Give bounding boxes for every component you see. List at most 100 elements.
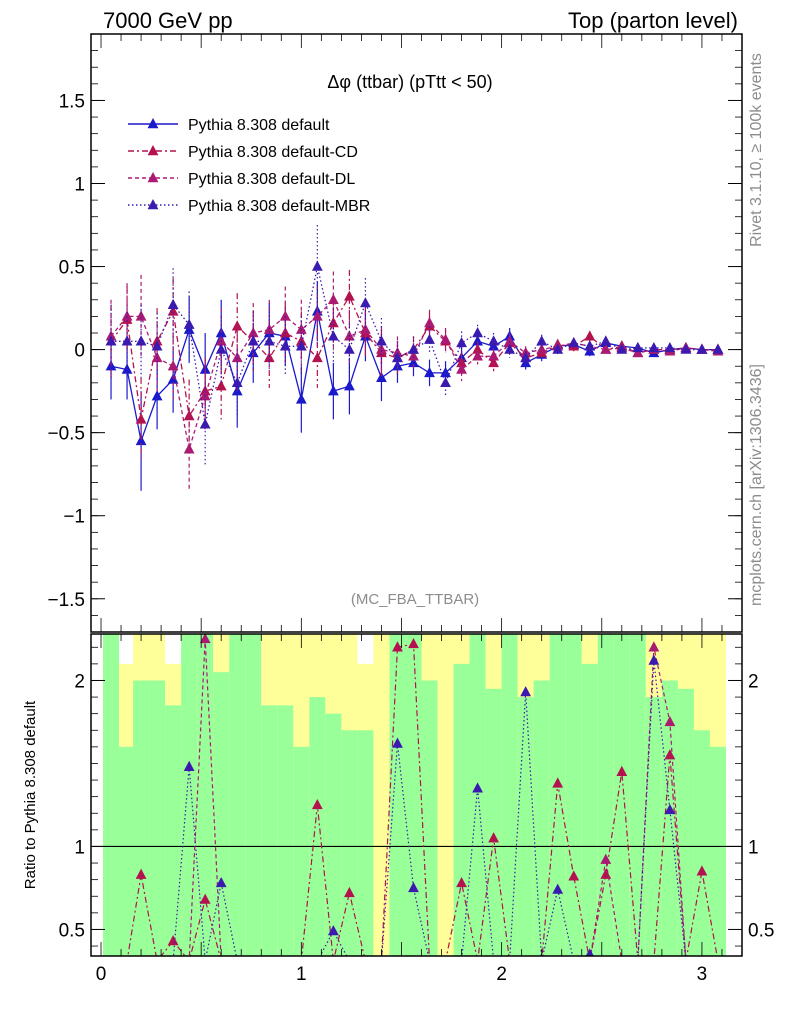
ratio-panel: 0.5 0.5 1 1 2 2 0 1 2 3 Ratio to Pythia 8.308 def… — [22, 633, 774, 985]
data-point — [664, 341, 676, 353]
data-point — [215, 380, 227, 391]
ratio-point — [552, 883, 564, 894]
ratio-point — [343, 886, 355, 898]
data-point — [392, 351, 403, 363]
data-point — [552, 343, 564, 354]
data-point — [488, 350, 500, 361]
data-point — [680, 343, 692, 354]
data-point — [105, 335, 117, 346]
ratio-point — [616, 765, 628, 776]
data-point — [183, 318, 195, 329]
ratio-band-green — [119, 746, 136, 956]
ratio-point — [488, 832, 500, 843]
data-point — [440, 333, 451, 344]
legend-swatch-marker — [147, 199, 159, 210]
data-point — [600, 335, 612, 346]
y-tick-label: −1 — [63, 507, 85, 528]
header-right: Top (parton level) — [568, 8, 738, 33]
ratio-y-tick-label-right: 2 — [748, 671, 759, 692]
data-point — [167, 298, 179, 309]
data-point — [472, 327, 483, 338]
data-point — [327, 330, 339, 341]
data-point — [520, 351, 532, 363]
data-point — [456, 363, 467, 374]
data-point — [616, 343, 628, 354]
data-point — [440, 376, 451, 388]
data-point — [472, 350, 483, 361]
ratio-point — [585, 948, 594, 956]
ratio-point — [648, 641, 660, 652]
y-tick-label: 1.5 — [59, 91, 85, 112]
y-tick-label: −0.5 — [47, 424, 85, 445]
ratio-point — [600, 853, 612, 864]
data-point — [456, 336, 467, 348]
ratio-y-tick-label-right: 1 — [748, 837, 759, 858]
data-point — [151, 390, 163, 401]
data-point — [536, 343, 548, 354]
data-point — [600, 343, 612, 354]
legend-item: Pythia 8.308 default-DL — [128, 171, 355, 188]
ratio-band-green — [165, 705, 182, 956]
ratio-point — [456, 876, 467, 888]
ratio-point — [167, 935, 179, 946]
ratio-point — [183, 760, 195, 771]
ratio-band-green — [501, 634, 518, 956]
ratio-band-green — [661, 680, 678, 956]
ratio-band-green — [693, 730, 710, 956]
data-point — [295, 340, 307, 351]
y-tick-label: 1 — [74, 175, 85, 196]
legend: Pythia 8.308 default Pythia 8.308 default… — [128, 117, 370, 215]
data-point — [488, 335, 500, 346]
y-tick-label: 0 — [74, 341, 85, 362]
data-point — [311, 351, 323, 363]
data-point — [135, 310, 147, 321]
data-point — [408, 343, 419, 354]
ratio-point — [664, 803, 676, 815]
data-point — [215, 343, 227, 354]
series-3 — [105, 225, 724, 466]
ratio-band-yellow — [437, 634, 454, 956]
series-0 — [105, 281, 724, 491]
series-line — [111, 266, 718, 425]
ratio-series-2 — [172, 654, 686, 956]
data-point — [584, 340, 596, 351]
data-point — [360, 297, 371, 308]
data-point — [696, 343, 708, 354]
data-point — [712, 343, 724, 354]
ratio-point — [311, 798, 323, 810]
ratio-band-green — [421, 680, 438, 956]
legend-label: Pythia 8.308 default-DL — [188, 171, 355, 188]
ratio-frame — [90, 633, 743, 957]
ratio-band-green — [677, 688, 694, 956]
data-point — [247, 335, 259, 346]
ratio-band-green — [277, 705, 294, 956]
legend-label: Pythia 8.308 default-MBR — [188, 198, 370, 215]
data-point — [343, 343, 355, 354]
data-point — [632, 341, 644, 353]
main-panel: −1.5 −1 −0.5 0 0.5 1 1.5 Δφ (ttbar) (pTtt < 50… — [47, 33, 743, 633]
ratio-band-green — [325, 713, 342, 956]
legend-item: Pythia 8.308 default-MBR — [128, 198, 370, 215]
data-point — [376, 343, 387, 354]
data-point — [424, 366, 435, 378]
data-point — [424, 333, 435, 344]
data-point — [343, 380, 355, 391]
main-title: Δφ (ttbar) (pTtt < 50) — [327, 72, 492, 92]
ratio-point — [472, 782, 483, 793]
data-point — [263, 335, 275, 346]
data-point — [343, 290, 355, 301]
data-point — [167, 360, 179, 371]
ratio-point — [520, 686, 532, 697]
data-point — [440, 366, 451, 378]
data-point — [279, 310, 291, 321]
ratio-band-green — [645, 697, 662, 956]
data-point — [408, 350, 419, 361]
ratio-y-tick-label-right: 0.5 — [748, 920, 774, 941]
data-point — [295, 393, 307, 404]
rivet-label: Rivet 3.1.10, ≥ 100k events — [748, 53, 765, 247]
ratio-band-green — [565, 634, 582, 956]
ratio-band-green — [133, 680, 150, 956]
ratio-band-green — [103, 634, 120, 956]
ratio-band-green — [357, 730, 374, 956]
